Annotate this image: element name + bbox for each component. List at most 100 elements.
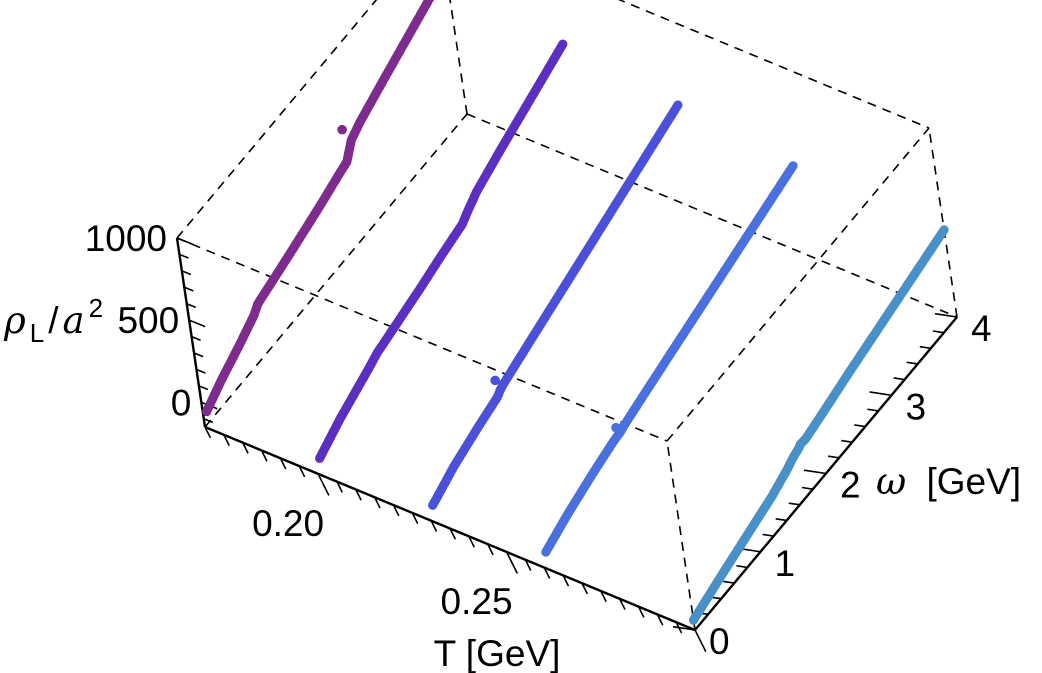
y-tick-label: 1 <box>775 543 796 584</box>
box-edge-5 <box>466 113 958 318</box>
x-tick-labels: 0.20 0.25 <box>252 503 512 622</box>
series-2 <box>428 100 683 510</box>
y-tick-label: 2 <box>840 465 861 506</box>
box-edge-3 <box>666 127 930 442</box>
y-tick <box>801 486 814 490</box>
y-axis-label-symbol: ω <box>876 460 906 503</box>
outlier-point <box>611 422 621 433</box>
z-axis-label-sub: L <box>30 318 44 348</box>
y-tick <box>672 625 696 631</box>
x-tick <box>524 559 532 571</box>
outlier-point <box>337 124 347 135</box>
y-tick <box>934 312 958 318</box>
z-tick <box>196 368 206 374</box>
y-tick <box>827 455 840 459</box>
box-edge-4 <box>204 113 468 428</box>
x-tick <box>317 473 330 496</box>
x-tick <box>694 629 707 652</box>
x-tick <box>279 457 287 470</box>
z-tick <box>184 286 194 292</box>
box-edge-7 <box>449 0 468 115</box>
z-tick-label: 1000 <box>85 218 167 259</box>
y-tick-label: 0 <box>709 621 730 662</box>
z-tick <box>176 237 194 246</box>
box-edge-2 <box>617 0 930 129</box>
z-axis-line <box>175 237 207 428</box>
x-tick <box>505 551 519 574</box>
x-tick <box>562 574 570 587</box>
x-tick <box>449 528 457 540</box>
x-axis-label: T [GeV] <box>434 633 561 673</box>
outlier-point <box>490 375 500 386</box>
axis-ticks <box>176 237 958 652</box>
y-axis-label-unit: [GeV] <box>926 461 1021 502</box>
y-tick <box>841 439 853 443</box>
y-tick <box>803 469 827 475</box>
z-axis-label-a: a <box>63 299 85 342</box>
z-tick <box>203 418 214 424</box>
z-tick-label: 500 <box>117 300 179 341</box>
x-tick <box>373 496 381 509</box>
z-tick <box>186 302 197 309</box>
z-tick <box>188 319 206 328</box>
data-series <box>202 0 949 625</box>
x-tick <box>581 582 589 595</box>
x-tick <box>355 489 362 501</box>
data-point <box>425 0 435 3</box>
data-point <box>939 225 949 235</box>
data-point <box>558 39 568 49</box>
y-tick <box>893 377 905 381</box>
y-tick <box>869 391 892 397</box>
y-tick-label: 4 <box>971 308 992 349</box>
data-point <box>788 161 798 171</box>
y-tick <box>932 330 945 334</box>
data-point <box>673 100 683 110</box>
series-1 <box>315 39 568 463</box>
y-tick <box>788 502 800 506</box>
x-tick <box>392 504 400 517</box>
z-tick-labels: 0 500 1000 <box>85 218 192 423</box>
y-tick <box>867 408 879 412</box>
axes <box>175 237 958 632</box>
y-tick <box>762 533 774 537</box>
y-tick <box>854 424 866 428</box>
x-tick <box>223 434 230 446</box>
x-tick <box>411 512 419 525</box>
z-tick-label: 0 <box>171 382 192 423</box>
z-tick <box>198 385 209 391</box>
y-tick <box>723 580 735 584</box>
data-point <box>428 0 434 1</box>
x-tick-label: 0.20 <box>252 503 324 544</box>
y-tick <box>919 345 931 350</box>
x-tick <box>241 442 249 454</box>
y-tick <box>906 361 918 365</box>
z-tick <box>181 270 192 276</box>
x-tick <box>430 520 438 532</box>
y-tick <box>736 564 748 569</box>
z-tick <box>179 253 189 259</box>
z-axis-label-sup: 2 <box>89 293 103 323</box>
x-tick <box>543 567 551 579</box>
y-tick <box>775 518 787 522</box>
series-4 <box>688 225 949 625</box>
x-tick <box>656 614 664 626</box>
y-tick-label: 3 <box>906 386 927 427</box>
x-tick <box>618 598 626 610</box>
x-tick <box>637 606 645 618</box>
series-3 <box>541 161 798 557</box>
y-tick-labels: 0 1 2 3 4 <box>709 308 992 662</box>
z-tick <box>193 352 204 358</box>
box-edge-8 <box>928 127 958 318</box>
x-tick <box>486 543 494 556</box>
z-axis-label: ρ L / a 2 <box>3 293 103 348</box>
z-tick <box>191 335 201 341</box>
x-tick <box>298 465 306 478</box>
x-tick <box>204 426 212 439</box>
series-0 <box>202 0 435 417</box>
z-axis-label-slash: / <box>48 300 59 341</box>
z-axis-label-rho: ρ <box>3 299 26 342</box>
y-axis-label: ω [GeV] <box>876 460 1021 503</box>
x-tick <box>468 535 475 548</box>
x-tick-label: 0.25 <box>441 581 513 622</box>
